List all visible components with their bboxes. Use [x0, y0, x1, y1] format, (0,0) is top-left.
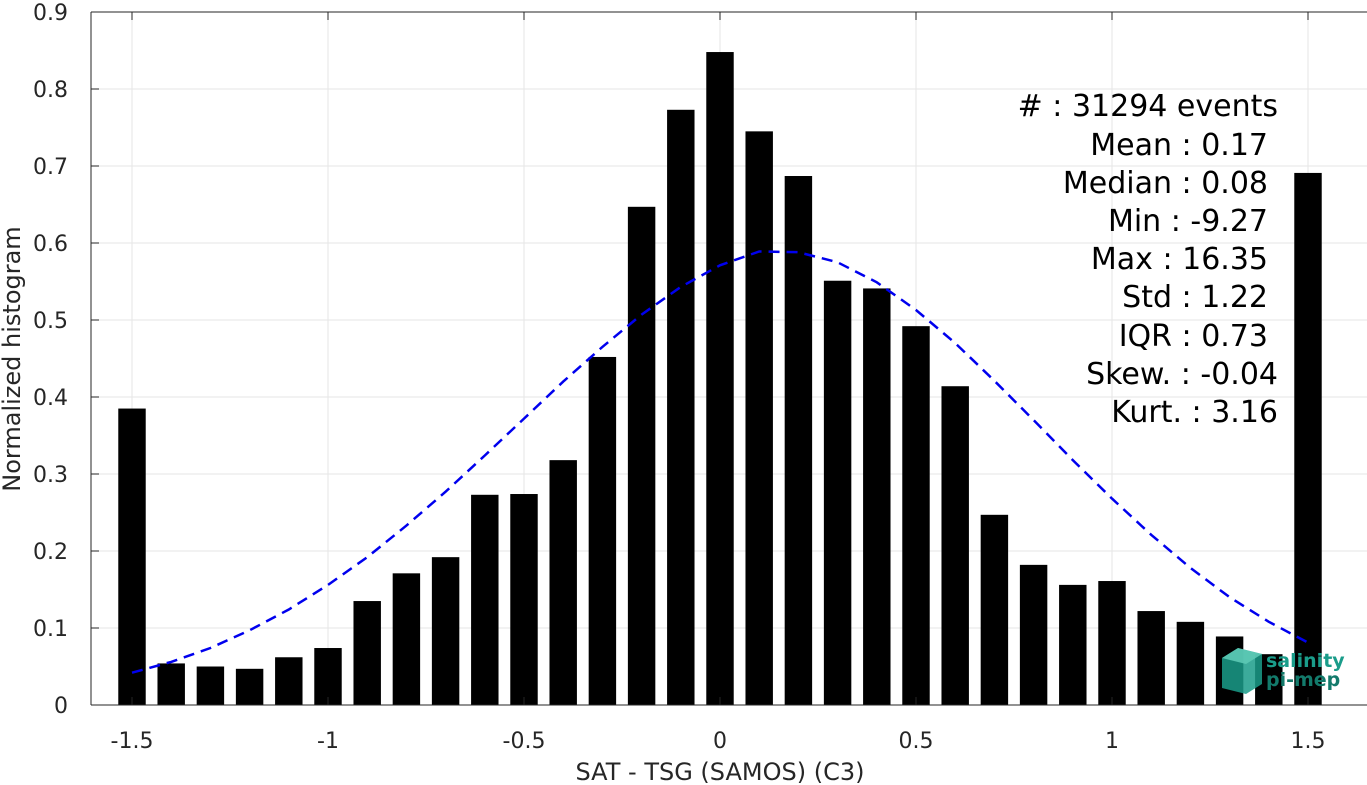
- x-axis-label: SAT - TSG (SAMOS) (C3): [576, 758, 865, 785]
- histogram-bar: [1098, 581, 1126, 705]
- y-tick-label: 0.5: [33, 309, 68, 334]
- x-tick-label: 0.5: [899, 729, 934, 754]
- stat-median: Median : 0.08: [1063, 166, 1268, 201]
- histogram-bar: [275, 657, 303, 705]
- histogram-bar: [1137, 611, 1165, 705]
- stat-std: Std : 1.22: [1122, 280, 1268, 315]
- histogram-bar: [353, 601, 381, 705]
- histogram-bar: [941, 386, 969, 705]
- histogram-bar: [314, 648, 342, 705]
- y-tick-label: 0.9: [33, 1, 68, 26]
- histogram-bar: [706, 52, 734, 706]
- y-tick-label: 0.1: [33, 617, 68, 642]
- histogram-bar: [431, 557, 460, 705]
- histogram-bar: [196, 666, 225, 705]
- histogram-bar: [667, 109, 695, 706]
- histogram-bar: [627, 206, 656, 705]
- y-tick-label: 0.3: [33, 463, 68, 488]
- histogram-bar: [823, 280, 852, 705]
- histogram-bar: [1176, 621, 1205, 705]
- histogram-bar: [784, 176, 813, 705]
- stat-iqr: IQR : 0.73: [1119, 319, 1268, 354]
- histogram-bar: [118, 408, 146, 705]
- histogram-bar: [549, 460, 577, 705]
- stat-mean: Mean : 0.17: [1090, 128, 1268, 163]
- histogram-bar: [157, 663, 185, 705]
- y-tick-label: 0.2: [33, 540, 68, 565]
- stat-kurt: Kurt. : 3.16: [1111, 395, 1278, 430]
- bars: [118, 52, 1322, 706]
- stats-box: # : 31294 events Mean : 0.17 Median : 0.…: [1018, 89, 1278, 430]
- histogram-bar: [510, 494, 538, 705]
- x-tick-label: -1: [317, 729, 339, 754]
- y-tick-label: 0.8: [33, 78, 68, 103]
- gaussian-fit-curve: [131, 250, 1309, 674]
- histogram-bar: [1059, 584, 1087, 705]
- histogram-bar: [745, 131, 773, 706]
- y-tick-label: 0.7: [33, 155, 68, 180]
- histogram-bar: [980, 514, 1009, 705]
- axes: [90, 11, 1367, 706]
- stat-skew: Skew. : -0.04: [1086, 357, 1278, 392]
- x-tick-label: 0: [713, 729, 727, 754]
- y-tick-label: 0.6: [33, 232, 68, 257]
- x-tick-label: -0.5: [503, 729, 546, 754]
- x-tick-label: 1.5: [1291, 729, 1326, 754]
- stat-max: Max : 16.35: [1091, 242, 1268, 277]
- histogram-bar: [863, 288, 891, 705]
- histogram-bar: [392, 573, 421, 705]
- y-tick-label: 0.4: [33, 386, 68, 411]
- logo-text-pi-mep: pi-mep: [1266, 669, 1340, 691]
- logo-text-salinity: salinity: [1266, 650, 1345, 672]
- histogram-bar: [588, 356, 617, 705]
- y-tick-label: 0: [54, 694, 68, 719]
- stat-min: Min : -9.27: [1108, 204, 1268, 239]
- histogram-bar: [471, 494, 499, 705]
- salinity-pi-mep-logo: salinity pi-mep: [1222, 648, 1345, 694]
- y-tick-labels: 0 0.1 0.2 0.3 0.4 0.5 0.6 0.7 0.8 0.9: [33, 1, 68, 719]
- x-tick-label: 1: [1105, 729, 1119, 754]
- y-axis-label: Normalized histogram: [0, 226, 26, 491]
- histogram-bar: [1294, 172, 1322, 705]
- histogram-bar: [1019, 564, 1048, 705]
- histogram-bar: [902, 326, 930, 705]
- x-tick-label: -1.5: [111, 729, 154, 754]
- histogram-bar: [235, 668, 264, 705]
- stat-count: # : 31294 events: [1018, 89, 1278, 124]
- x-tick-labels: -1.5 -1 -0.5 0 0.5 1 1.5: [111, 729, 1326, 754]
